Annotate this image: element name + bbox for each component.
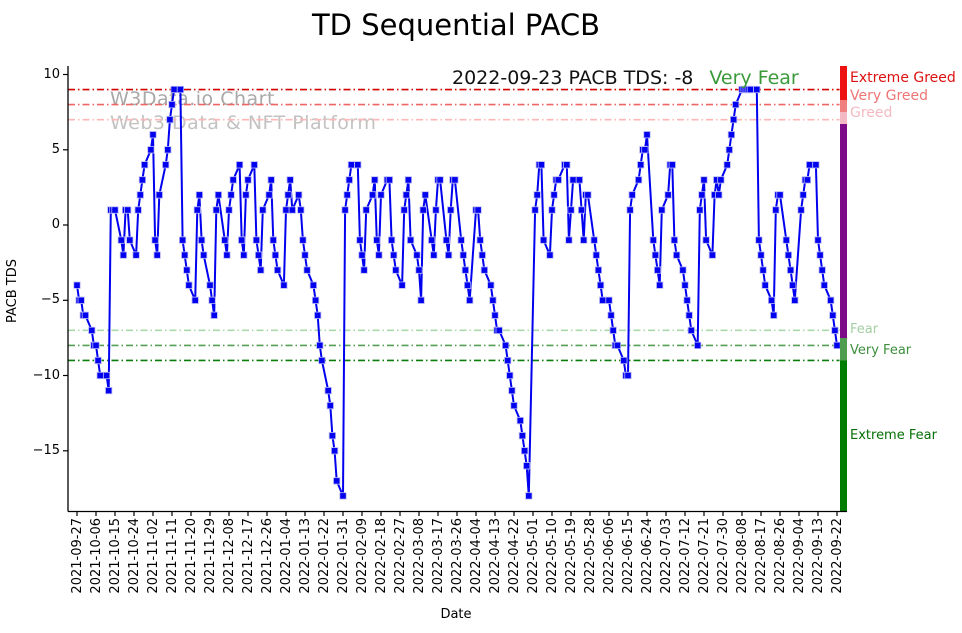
x-axis-title: Date [440,607,472,622]
series-markers [73,85,841,500]
annotation-sentiment: Very Fear [709,67,799,89]
annotation-text: 2022-09-23 PACB TDS: -8 [452,67,694,89]
y-axis-title: PACB TDS [5,259,20,324]
x-tick-marks [76,511,838,516]
chart-title: TD Sequential PACB [311,8,601,42]
sentiment-colorbar [840,66,847,512]
y-tick-marks [63,73,68,452]
watermark-line2: Web3 Data & NFT Platform [110,112,377,134]
annotation: 2022-09-23 PACB TDS: -8 Very Fear [452,67,799,89]
series-line [76,88,838,497]
